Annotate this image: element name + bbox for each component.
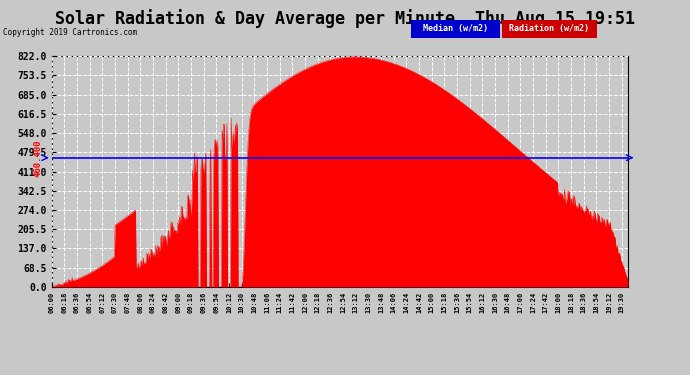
Text: Solar Radiation & Day Average per Minute  Thu Aug 15 19:51: Solar Radiation & Day Average per Minute… (55, 9, 635, 28)
Text: Median (w/m2): Median (w/m2) (423, 24, 488, 33)
Text: Radiation (w/m2): Radiation (w/m2) (509, 24, 589, 33)
Text: Copyright 2019 Cartronics.com: Copyright 2019 Cartronics.com (3, 28, 137, 37)
